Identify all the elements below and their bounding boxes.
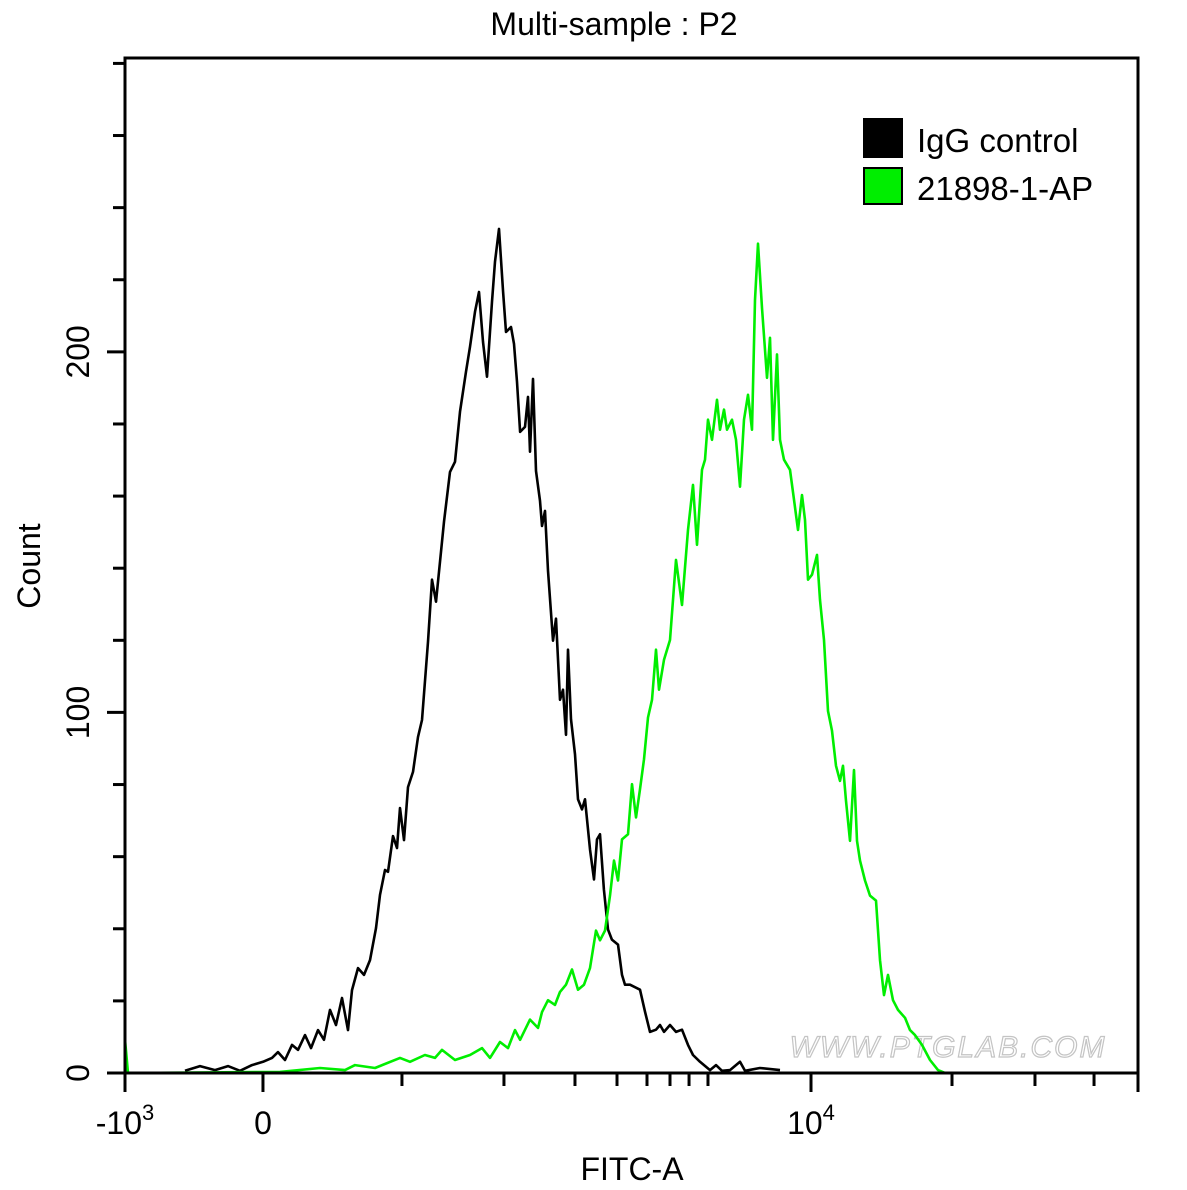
x-axis-label: FITC-A bbox=[580, 1151, 684, 1187]
watermark: WWW.PTGLAB.COM bbox=[789, 1030, 1107, 1064]
y-axis-label: Count bbox=[11, 523, 47, 609]
y-tick-label: 200 bbox=[60, 325, 96, 378]
x-tick-label: -103 bbox=[96, 1100, 155, 1141]
chart-title: Multi-sample : P2 bbox=[490, 6, 737, 42]
series-line-21898-1-ap bbox=[123, 242, 946, 1075]
legend-swatch-igg-control bbox=[863, 118, 903, 158]
plot-frame bbox=[123, 56, 1140, 1075]
watermark-text: WWW.PTGLAB.COM bbox=[790, 1031, 1107, 1064]
x-tick-label: 0 bbox=[254, 1105, 272, 1141]
legend: IgG control 21898-1-AP bbox=[863, 118, 1093, 207]
y-tick-label: 100 bbox=[60, 686, 96, 739]
series-line-igg-control bbox=[184, 227, 781, 1073]
legend-label-21898-1-ap: 21898-1-AP bbox=[917, 170, 1093, 207]
y-tick-label: 0 bbox=[60, 1064, 96, 1082]
legend-swatch-21898-1-ap bbox=[863, 167, 903, 205]
legend-label-igg-control: IgG control bbox=[917, 122, 1078, 159]
x-tick-label: 104 bbox=[787, 1100, 835, 1141]
